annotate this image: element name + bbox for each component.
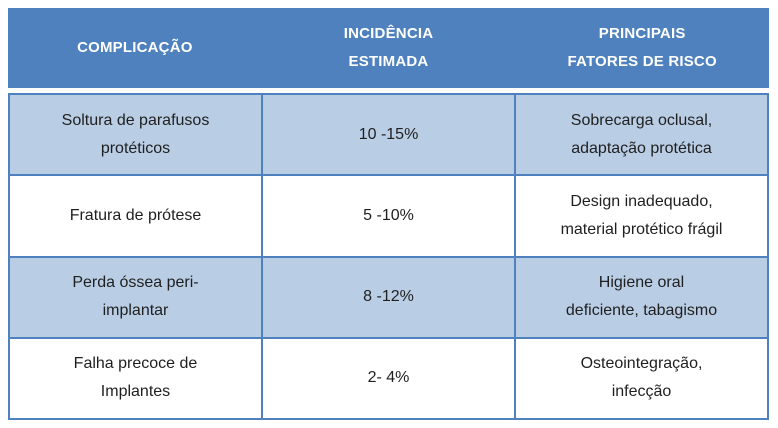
cell-risk-factors: Osteointegração, infecção [580,355,703,401]
complications-table: COMPLICAÇÃO INCIDÊNCIA ESTIMADA PRINCIPA… [8,8,769,420]
header-cell-incidence: INCIDÊNCIA ESTIMADA [343,25,434,70]
header-body-divider [8,88,769,93]
header-cell-complication: COMPLICAÇÃO [77,39,193,56]
table-row: Falha precoce de Implantes 2- 4% Osteoin… [10,338,767,418]
cell-incidence: 10 -15% [263,95,516,175]
cell-incidence: 5 -10% [263,176,516,256]
cell-incidence: 2- 4% [263,338,516,418]
cell-complication: Falha precoce de Implantes [10,338,263,418]
cell-incidence: 8 -12% [263,257,516,337]
table-header-row: COMPLICAÇÃO INCIDÊNCIA ESTIMADA PRINCIPA… [8,8,769,88]
cell-risk-factors: Design inadequado, material protético fr… [560,192,723,238]
cell-complication: Soltura de parafusos protéticos [10,95,263,175]
table-row: Soltura de parafusos protéticos 10 -15% … [10,95,767,177]
table-body: Soltura de parafusos protéticos 10 -15% … [8,93,769,420]
table-row: Perda óssea peri- implantar 8 -12% Higie… [10,257,767,339]
cell-complication: Fratura de prótese [10,176,263,256]
cell-risk-factors: Sobrecarga oclusal, adaptação protética [570,111,713,157]
table-row: Fratura de prótese 5 -10% Design inadequ… [10,176,767,258]
header-cell-risk-factors: PRINCIPAIS FATORES DE RISCO [567,25,717,70]
cell-complication: Perda óssea peri- implantar [10,257,263,337]
cell-risk-factors: Higiene oral deficiente, tabagismo [565,274,718,320]
